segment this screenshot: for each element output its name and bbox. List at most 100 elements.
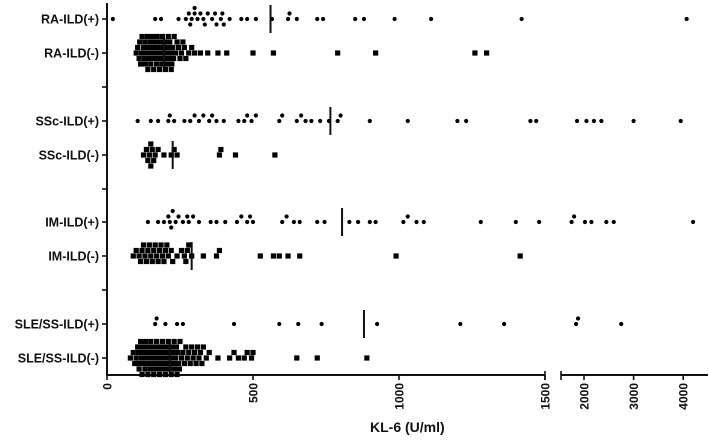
data-point-square [183, 344, 189, 350]
data-point-square [163, 355, 169, 361]
data-point-circle [375, 321, 380, 327]
data-point-square [270, 50, 277, 56]
data-point-circle [401, 219, 406, 225]
median-lines [162, 5, 365, 372]
data-point-square [270, 253, 277, 259]
data-point-square [133, 355, 139, 361]
data-point-square [257, 253, 263, 259]
data-point-square [192, 50, 198, 56]
data-point-circle [234, 219, 240, 225]
data-point-square [144, 33, 150, 40]
data-point-circle [192, 113, 197, 118]
data-point-circle [176, 16, 181, 22]
data-point-circle [245, 113, 250, 118]
data-point-square [168, 152, 174, 158]
data-point-square [157, 39, 163, 45]
data-point-square [156, 247, 163, 254]
data-point-square [142, 39, 148, 45]
data-point-square [154, 61, 160, 67]
data-point-square [171, 338, 177, 345]
data-point-square [144, 344, 150, 350]
data-point-square [158, 50, 164, 56]
data-point-circle [161, 219, 167, 225]
y-category-label: SSc-ILD(-) [39, 149, 99, 163]
x-axis: 0 500 1000 1500 2000 3000 4000 [101, 371, 708, 410]
data-point-square [166, 55, 172, 62]
data-point-square [155, 146, 161, 153]
data-point-circle [478, 219, 483, 225]
data-point-square [171, 146, 177, 153]
data-point-square [272, 152, 278, 158]
data-point-square [148, 355, 154, 361]
data-point-circle [513, 219, 518, 225]
data-point-square [294, 355, 300, 361]
data-point-circle [196, 219, 202, 225]
data-point-circle [172, 118, 177, 124]
data-point-square [158, 355, 164, 361]
data-point-circle [166, 118, 171, 124]
data-point-square [148, 338, 154, 345]
data-point-square [143, 146, 150, 153]
data-point-square [135, 349, 142, 356]
data-point-circle [180, 219, 186, 225]
data-point-circle [221, 22, 226, 27]
data-point-square [241, 355, 247, 361]
data-point-square [148, 141, 154, 147]
data-point-circle [220, 11, 225, 16]
data-point-square [517, 253, 523, 259]
data-point-circle [528, 118, 533, 124]
data-point-circle [291, 219, 296, 225]
data-point-square [133, 247, 139, 254]
data-point-circle [214, 118, 219, 124]
data-point-circle [249, 118, 254, 124]
data-point-circle [223, 219, 228, 225]
data-point-circle [205, 11, 210, 16]
data-point-square [141, 55, 147, 62]
data-point-circle [198, 11, 203, 16]
data-point-square [152, 242, 158, 248]
data-point-square [285, 253, 291, 259]
data-point-square [181, 253, 187, 259]
data-point-square [175, 349, 181, 356]
data-point-square [146, 360, 152, 367]
data-point-circle [186, 219, 191, 225]
data-point-square [364, 355, 370, 361]
data-point-circle [245, 219, 250, 225]
data-point-square [196, 355, 202, 361]
data-point-circle [429, 16, 434, 22]
data-point-square [145, 66, 151, 73]
data-point-circle [502, 321, 507, 327]
data-point-square [194, 344, 201, 350]
data-point-square [151, 55, 157, 62]
data-point-square [140, 242, 147, 248]
data-point-square [145, 157, 151, 164]
data-point-circle [294, 16, 299, 22]
data-point-circle [277, 118, 282, 124]
data-point-square [156, 55, 162, 62]
data-point-circle [309, 118, 314, 124]
data-point-circle [156, 118, 161, 124]
data-point-circle [356, 219, 361, 225]
data-point-square [149, 258, 155, 265]
data-point-circle [604, 219, 609, 225]
data-point-square [175, 44, 182, 51]
data-point-circle [214, 219, 219, 225]
data-point-circle [591, 118, 597, 124]
data-point-circle [353, 16, 358, 22]
data-point-circle [464, 118, 469, 124]
data-point-circle [245, 16, 250, 22]
data-point-square [153, 355, 159, 361]
data-point-circle [303, 118, 308, 124]
data-point-circle [537, 219, 542, 225]
data-point-circle [153, 16, 158, 22]
data-point-square [203, 355, 209, 361]
data-point-square [176, 366, 183, 372]
data-point-square [137, 338, 144, 345]
data-point-circle [253, 113, 259, 118]
data-point-square [173, 50, 179, 56]
y-category-label: SLE/SS-ILD(+) [15, 318, 99, 332]
data-point-circle [186, 11, 191, 16]
data-point-square [138, 355, 145, 361]
data-point-square [168, 247, 174, 254]
data-point-square [155, 44, 161, 51]
